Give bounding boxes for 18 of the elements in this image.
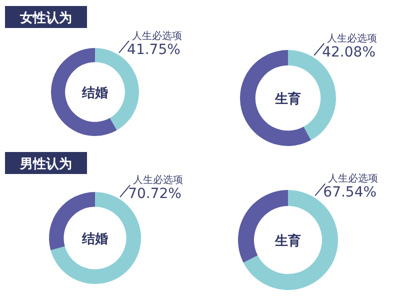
text: 结婚 (81, 232, 108, 247)
text: 生育 (274, 233, 301, 249)
chart-title: 女性认为 (19, 11, 72, 26)
data-label: 67.54% (323, 184, 377, 201)
data-label: 41.75% (127, 42, 180, 58)
data-label: 70.72% (128, 186, 182, 202)
slice-label: 人生必选项 (328, 172, 378, 185)
data-label: 42.08% (322, 44, 376, 60)
slice-label: 人生必选项 (133, 174, 184, 186)
slice-label: 人生必选项 (327, 32, 378, 44)
slice-label: 人生必选项 (132, 30, 182, 42)
chart-title: 男性认为 (19, 157, 72, 172)
donut-slice (240, 50, 311, 146)
text: 生育 (274, 91, 301, 107)
donut-slice (51, 48, 117, 136)
text: 结婚 (81, 86, 108, 101)
donut-slice (49, 192, 95, 250)
donut-slice (238, 190, 288, 263)
